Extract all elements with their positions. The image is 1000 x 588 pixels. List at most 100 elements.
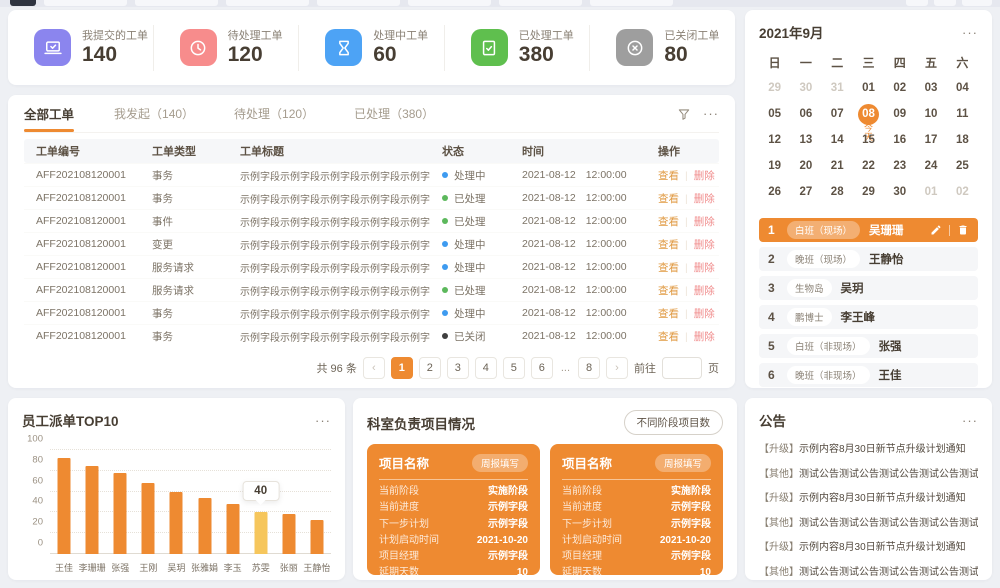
tab[interactable]: [590, 0, 673, 6]
announcement-item[interactable]: 【升级】示例内容8月30日新节点升级计划通知: [759, 487, 978, 512]
tab[interactable]: [44, 0, 127, 6]
bar-王佳[interactable]: [57, 458, 71, 554]
calendar-day[interactable]: 15: [853, 128, 884, 153]
view-link[interactable]: 查看: [658, 238, 679, 251]
calendar-day[interactable]: 22: [853, 154, 884, 179]
calendar-day[interactable]: 02: [947, 180, 978, 205]
calendar-day[interactable]: 30: [884, 180, 915, 205]
tab[interactable]: [408, 0, 491, 6]
calendar-day[interactable]: 05: [759, 102, 790, 127]
weekly-report-badge[interactable]: 周报填写: [471, 453, 528, 472]
filter-icon[interactable]: [677, 107, 691, 121]
duty-row[interactable]: 3 生物岛 吴玥: [759, 276, 978, 300]
tab[interactable]: [934, 0, 956, 6]
view-link[interactable]: 查看: [658, 215, 679, 228]
delete-link[interactable]: 删除: [693, 307, 715, 320]
bar-张丽[interactable]: [282, 514, 296, 554]
tab-全部工单[interactable]: 全部工单: [24, 95, 75, 132]
announcements-more-icon[interactable]: ···: [962, 412, 978, 428]
chart-more-icon[interactable]: ···: [315, 412, 331, 428]
calendar-day[interactable]: 19: [759, 154, 790, 179]
tab[interactable]: [226, 0, 309, 6]
calendar-day[interactable]: 26: [759, 180, 790, 205]
view-link[interactable]: 查看: [658, 192, 679, 205]
tab[interactable]: [962, 0, 992, 6]
view-link[interactable]: 查看: [658, 169, 679, 182]
calendar-day[interactable]: 27: [790, 180, 821, 205]
delete-link[interactable]: 删除: [693, 284, 715, 297]
announcement-item[interactable]: 【升级】示例内容8月30日新节点升级计划通知: [759, 438, 978, 463]
view-link[interactable]: 查看: [658, 330, 679, 343]
page-button-4[interactable]: 4: [474, 357, 497, 379]
calendar-day[interactable]: 07: [822, 102, 853, 127]
calendar-day[interactable]: 14: [822, 128, 853, 153]
calendar-day[interactable]: 30: [790, 76, 821, 101]
delete-link[interactable]: 删除: [693, 169, 715, 182]
calendar-day[interactable]: 11: [947, 102, 978, 127]
bar-王刚[interactable]: [141, 483, 155, 554]
next-page-button[interactable]: ›: [606, 357, 628, 379]
calendar-day[interactable]: 02: [884, 76, 915, 101]
calendar-day[interactable]: 21: [822, 154, 853, 179]
bar-李玉[interactable]: [226, 504, 240, 554]
duty-row[interactable]: 1 白班（现场） 吴珊珊: [759, 218, 978, 242]
calendar-day[interactable]: 12: [759, 128, 790, 153]
tab[interactable]: [906, 0, 928, 6]
announcement-item[interactable]: 【其他】测试公告测试公告测试公告测试公告测试公告: [759, 512, 978, 537]
calendar-more-icon[interactable]: ···: [962, 24, 978, 40]
active-tab[interactable]: [10, 0, 36, 6]
calendar-day[interactable]: 28: [822, 180, 853, 205]
tab-待处理（120）[interactable]: 待处理（120）: [234, 107, 315, 121]
calendar-day[interactable]: 06: [790, 102, 821, 127]
workorders-more-icon[interactable]: ···: [703, 106, 719, 121]
delete-link[interactable]: 删除: [693, 330, 715, 343]
calendar-day[interactable]: 31: [822, 76, 853, 101]
tab-我发起（140）[interactable]: 我发起（140）: [114, 107, 195, 121]
duty-row[interactable]: 6 晚班（非现场） 王佳: [759, 363, 978, 387]
bar-张强[interactable]: [113, 472, 127, 554]
tab[interactable]: [499, 0, 582, 6]
prev-page-button[interactable]: ‹: [362, 357, 385, 379]
calendar-day[interactable]: 01: [915, 180, 946, 205]
bar-王静怡[interactable]: [310, 519, 324, 554]
stage-count-button[interactable]: 不同阶段项目数: [623, 410, 723, 435]
calendar-day[interactable]: 13: [790, 128, 821, 153]
duty-row[interactable]: 5 白班（非现场） 张强: [759, 334, 978, 358]
calendar-day[interactable]: 20: [790, 154, 821, 179]
calendar-day[interactable]: 10: [915, 102, 946, 127]
calendar-day[interactable]: 01: [853, 76, 884, 101]
page-button-5[interactable]: 5: [502, 357, 525, 379]
duty-row[interactable]: 2 晚班（现场） 王静怡: [759, 247, 978, 271]
bar-张雅娟[interactable]: [198, 497, 212, 554]
delete-link[interactable]: 删除: [693, 215, 715, 228]
announcement-item[interactable]: 【升级】示例内容8月30日新节点升级计划通知: [759, 536, 978, 561]
tab-已处理（380）[interactable]: 已处理（380）: [354, 107, 435, 121]
page-button-6[interactable]: 6: [530, 357, 553, 379]
view-link[interactable]: 查看: [658, 261, 679, 274]
delete-link[interactable]: 删除: [693, 192, 715, 205]
calendar-day[interactable]: 29: [759, 76, 790, 101]
page-button-8[interactable]: 8: [578, 357, 600, 379]
page-button-2[interactable]: 2: [418, 357, 441, 379]
page-button-1[interactable]: 1: [390, 357, 413, 379]
tab[interactable]: [135, 0, 218, 6]
calendar-day[interactable]: 25: [947, 154, 978, 179]
trash-icon[interactable]: [957, 224, 969, 236]
calendar-day[interactable]: 29: [853, 180, 884, 205]
goto-page-input[interactable]: [662, 357, 702, 379]
calendar-day[interactable]: 16: [884, 128, 915, 153]
weekly-report-badge[interactable]: 周报填写: [654, 453, 711, 472]
delete-link[interactable]: 删除: [693, 238, 715, 251]
calendar-day[interactable]: 04: [947, 76, 978, 101]
calendar-day[interactable]: 17: [915, 128, 946, 153]
announcement-item[interactable]: 【其他】测试公告测试公告测试公告测试公告测试公告: [759, 463, 978, 488]
bar-苏雯[interactable]: [254, 512, 268, 554]
calendar-day[interactable]: 03: [915, 76, 946, 101]
view-link[interactable]: 查看: [658, 307, 679, 320]
edit-icon[interactable]: [930, 224, 942, 236]
view-link[interactable]: 查看: [658, 284, 679, 297]
calendar-day[interactable]: 23: [884, 154, 915, 179]
calendar-day-today[interactable]: 08 今天: [853, 102, 884, 142]
announcement-item[interactable]: 【其他】测试公告测试公告测试公告测试公告测试公告: [759, 561, 978, 586]
calendar-day[interactable]: 18: [947, 128, 978, 153]
